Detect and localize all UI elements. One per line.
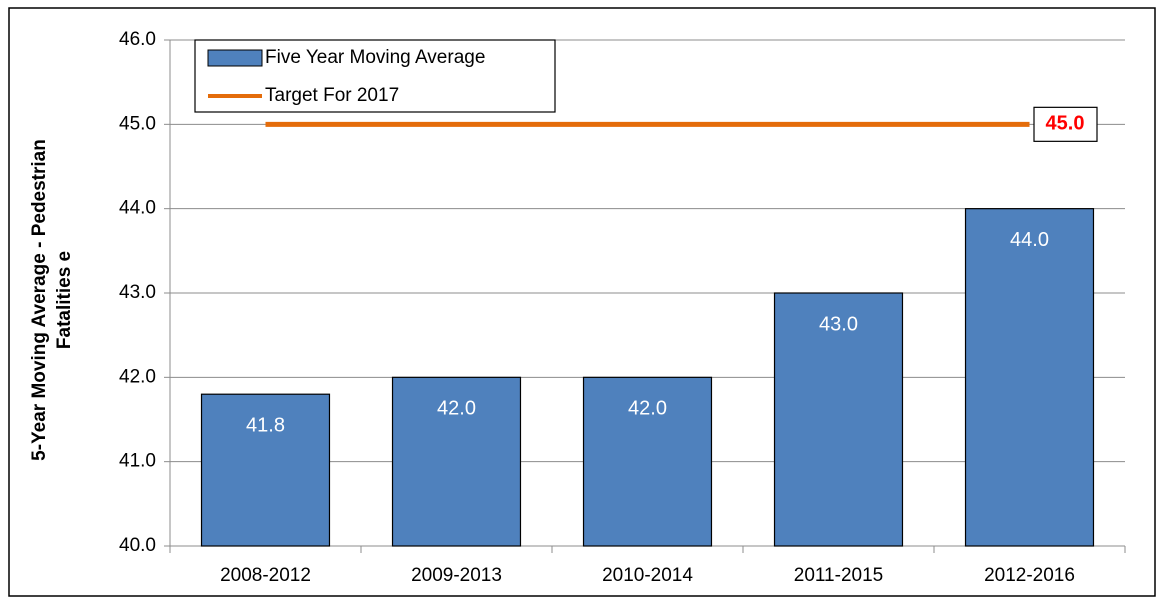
- data-label: 41.8: [246, 414, 285, 436]
- y-axis-title-line: 5-Year Moving Average - Pedestrian: [29, 139, 50, 461]
- x-tick-label: 2012-2016: [984, 565, 1075, 586]
- data-label: 44.0: [1010, 229, 1049, 251]
- y-tick-label: 46.0: [119, 29, 156, 50]
- x-tick-label: 2009-2013: [411, 565, 502, 586]
- y-tick-label: 45.0: [119, 113, 156, 134]
- y-tick-label: 41.0: [119, 451, 156, 472]
- data-label: 42.0: [628, 398, 667, 420]
- y-tick-label: 42.0: [119, 366, 156, 387]
- data-label: 43.0: [819, 313, 858, 335]
- x-tick-label: 2010-2014: [602, 565, 693, 586]
- target-label: 45.0: [1046, 113, 1085, 135]
- bar: [964, 208, 1095, 547]
- target-label-box: [1033, 106, 1098, 142]
- bar: [200, 393, 331, 547]
- y-tick-label: 40.0: [119, 535, 156, 556]
- y-axis-title: 5-Year Moving Average - Pedestrian Fatali…: [29, 139, 75, 461]
- y-tick-label: 43.0: [119, 282, 156, 303]
- x-tick-label: 2008-2012: [220, 565, 311, 586]
- bar: [773, 292, 904, 547]
- bar: [582, 376, 713, 547]
- legend-swatch: [207, 49, 263, 67]
- bar: [391, 376, 522, 547]
- y-tick-label: 44.0: [119, 198, 156, 219]
- data-label: 42.0: [437, 398, 476, 420]
- legend-label: Target For 2017: [265, 85, 399, 106]
- x-tick-label: 2011-2015: [794, 565, 883, 586]
- y-axis-title-line: Fatalities e: [54, 251, 75, 349]
- legend-label: Five Year Moving Average: [265, 47, 485, 68]
